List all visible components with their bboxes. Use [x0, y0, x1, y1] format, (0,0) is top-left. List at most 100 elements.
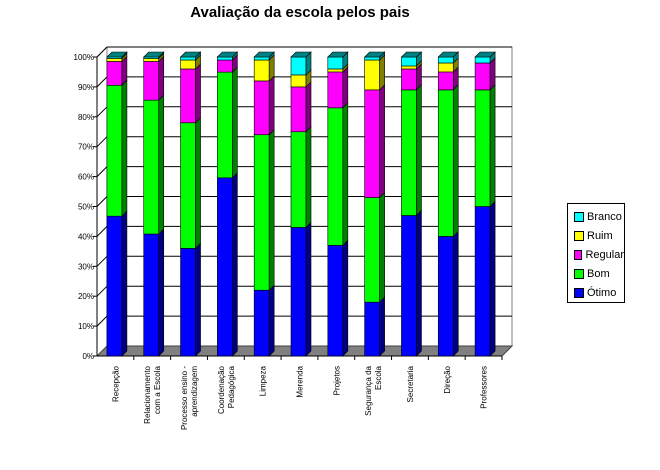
chart-title: Avaliação da escola pelos pais [190, 4, 410, 21]
legend-label: Ruim [587, 229, 613, 242]
legend-swatch [574, 268, 584, 279]
y-tick-label: 20% [78, 292, 94, 301]
bar-segment-ruim [143, 58, 160, 62]
bar-side-regular [342, 66, 349, 109]
bar-segment-ruim [180, 59, 196, 70]
y-tick-label: 30% [78, 262, 94, 271]
gridline-diag [96, 285, 108, 297]
x-tick-label: Merenda [296, 365, 305, 397]
bar-segment-regular [364, 89, 380, 198]
bar-segment-bom [290, 131, 307, 228]
bar-segment-regular [437, 71, 454, 91]
bar-segment-ótimo [327, 245, 344, 357]
y-tick-label: 60% [78, 173, 94, 182]
legend-swatch [574, 287, 584, 298]
legend-label: Ótimo [587, 286, 617, 299]
bar-side-regular [195, 63, 201, 124]
bar-side-bom [121, 79, 128, 217]
bar-segment-ruim [401, 65, 417, 70]
bar-segment-bom [217, 71, 233, 179]
gridline-diag [96, 166, 108, 177]
legend-swatch [574, 249, 583, 260]
legend: Branco Ruim Regular Bom Ótimo [567, 203, 625, 303]
bar-side-ótimo [489, 200, 496, 357]
bar-segment-bom [437, 89, 454, 237]
bar-side-ótimo [416, 209, 422, 357]
bar-segment-ruim [253, 59, 270, 82]
legend-swatch [574, 230, 584, 241]
bar-side-bom [489, 84, 496, 208]
bar-side-regular [305, 81, 312, 133]
bar-top [253, 51, 275, 58]
bar-segment-ruim [437, 62, 454, 73]
gridline-diag [96, 226, 108, 237]
gridline-diag [96, 76, 108, 88]
bar-side-ótimo [342, 239, 349, 357]
legend-item: Ótimo [574, 283, 624, 302]
bar-segment-branco [253, 56, 270, 61]
bar-side-ruim [379, 54, 385, 91]
bar-side-bom [158, 94, 165, 235]
bar-segment-ruim [364, 59, 380, 91]
bar-side-bom [342, 102, 349, 247]
bar-segment-ótimo [401, 215, 417, 357]
bar-side-ótimo [305, 221, 312, 357]
bar-segment-regular [401, 68, 417, 91]
y-tick-label: 80% [78, 113, 94, 122]
y-tick-label: 90% [78, 83, 94, 92]
x-tick-label: Segurança daEscola [364, 365, 383, 415]
bar-segment-bom [180, 122, 196, 249]
bar-side-bom [268, 129, 275, 291]
bar-top [437, 51, 459, 58]
bar-side-bom [379, 191, 385, 303]
bar-side-bom [195, 117, 201, 250]
bar-top [179, 51, 202, 58]
bar-segment-branco [290, 56, 307, 76]
bar-segment-ruim [106, 58, 123, 62]
legend-item: Bom [574, 264, 624, 283]
bar-segment-ótimo [180, 248, 196, 357]
x-tick-label: Processo ensino -aprendizagem [180, 366, 199, 430]
bar-side-ótimo [232, 172, 238, 357]
bar-side-ótimo [268, 284, 275, 357]
legend-label: Branco [587, 210, 622, 223]
bar-segment-ruim [290, 74, 307, 88]
bar-segment-branco [474, 56, 491, 64]
bar-segment-branco [401, 56, 417, 67]
bar-side-ótimo [379, 296, 385, 357]
bar-segment-ótimo [364, 301, 380, 357]
x-tick-label: CoordenaçãoPedagógica [217, 365, 236, 414]
bar-side-regular [158, 55, 165, 101]
bar-side-bom [452, 84, 459, 238]
bar-side-ótimo [452, 230, 459, 357]
bar-top [290, 51, 312, 58]
y-tick-label: 0% [82, 352, 94, 361]
bar-segment-regular [474, 62, 491, 91]
bar-segment-regular [180, 68, 196, 124]
bar-top [216, 51, 239, 58]
bar-segment-ótimo [253, 289, 270, 357]
legend-item: Ruim [574, 226, 624, 245]
bar-segment-bom [327, 107, 344, 246]
bar-segment-bom [253, 134, 270, 291]
gridline-diag [96, 136, 108, 148]
bar-segment-branco [327, 56, 344, 70]
x-tick-label: Recepção [111, 365, 120, 402]
bar-segment-ótimo [217, 177, 233, 357]
bar-segment-bom [364, 197, 380, 303]
bar-top [327, 51, 349, 58]
bar-segment-branco [180, 56, 196, 61]
y-tick-label: 50% [78, 203, 94, 212]
x-tick-label: Limpeza [259, 365, 268, 396]
legend-item: Branco [574, 207, 624, 226]
bar-side-bom [416, 84, 422, 217]
bar-segment-regular [143, 61, 160, 101]
bar-side-bom [305, 126, 312, 229]
bar-segment-ótimo [437, 236, 454, 357]
bar-segment-regular [106, 61, 123, 86]
bar-top [400, 51, 423, 58]
legend-swatch [574, 211, 584, 222]
y-tick-label: 100% [74, 53, 94, 62]
